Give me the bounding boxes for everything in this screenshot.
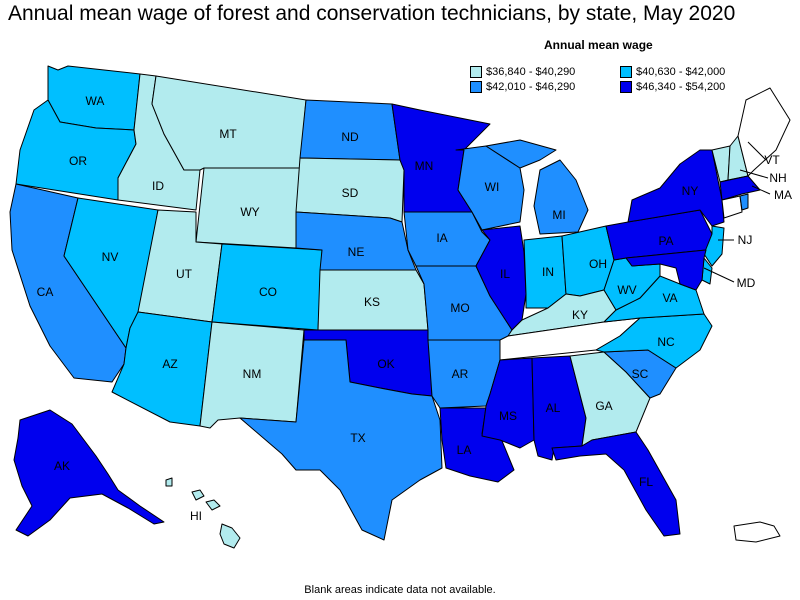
label-AL: AL <box>546 401 561 415</box>
state-MD[interactable] <box>625 249 707 291</box>
state-FL[interactable] <box>551 431 681 537</box>
state-RI[interactable] <box>739 193 749 211</box>
label-NE: NE <box>348 245 365 259</box>
state-NJ[interactable] <box>703 225 725 267</box>
legend-swatch-3 <box>470 81 482 93</box>
label-MT: MT <box>219 127 237 141</box>
state-NM[interactable] <box>199 321 305 429</box>
label-NC: NC <box>657 335 675 349</box>
state-CT[interactable] <box>721 195 743 219</box>
label-FL: FL <box>639 475 653 489</box>
label-MN: MN <box>415 159 434 173</box>
state-HI[interactable] <box>165 477 241 549</box>
legend-item-3: $42,010 - $46,290 <box>470 81 575 93</box>
legend-label-1: $36,840 - $40,290 <box>486 66 576 78</box>
label-AZ: AZ <box>162 357 177 371</box>
legend-swatch-2 <box>620 66 632 78</box>
label-MD: MD <box>737 276 756 290</box>
label-VA: VA <box>662 291 677 305</box>
label-ND: ND <box>341 130 359 144</box>
label-OH: OH <box>589 257 607 271</box>
label-AR: AR <box>452 367 469 381</box>
territory-PR[interactable] <box>733 521 781 543</box>
label-HI: HI <box>190 509 202 523</box>
label-NY: NY <box>682 184 699 198</box>
legend-swatch-1 <box>470 66 482 78</box>
label-SC: SC <box>632 367 649 381</box>
label-WI: WI <box>485 180 500 194</box>
legend-title: Annual mean wage <box>544 38 653 52</box>
label-MS: MS <box>499 409 517 423</box>
map-title: Annual mean wage of forest and conservat… <box>8 2 736 25</box>
state-AK[interactable] <box>13 409 165 537</box>
label-NH: NH <box>769 171 786 185</box>
state-NC[interactable] <box>595 313 713 369</box>
label-IA: IA <box>436 231 447 245</box>
label-NJ: NJ <box>738 233 753 247</box>
label-NM: NM <box>243 367 262 381</box>
label-IN: IN <box>542 265 554 279</box>
label-SD: SD <box>342 186 359 200</box>
legend-item-4: $46,340 - $54,200 <box>620 81 725 93</box>
label-ID: ID <box>152 179 164 193</box>
footnote: Blank areas indicate data not available. <box>304 584 496 596</box>
label-MA: MA <box>774 188 792 202</box>
label-AK: AK <box>54 459 70 473</box>
label-CO: CO <box>259 285 277 299</box>
state-MI[interactable] <box>485 139 589 235</box>
state-TX[interactable] <box>239 339 443 541</box>
label-PA: PA <box>658 234 673 248</box>
label-UT: UT <box>176 267 193 281</box>
label-NV: NV <box>102 250 119 264</box>
label-MO: MO <box>450 301 469 315</box>
legend-item-2: $40,630 - $42,000 <box>620 66 725 78</box>
label-GA: GA <box>595 399 612 413</box>
label-LA: LA <box>457 443 472 457</box>
label-OK: OK <box>377 357 394 371</box>
label-MI: MI <box>552 208 565 222</box>
legend-label-2: $40,630 - $42,000 <box>636 66 726 78</box>
legend-item-1: $36,840 - $40,290 <box>470 66 575 78</box>
label-IL: IL <box>500 267 510 281</box>
label-KY: KY <box>572 308 588 322</box>
label-TX: TX <box>350 431 365 445</box>
label-CA: CA <box>37 285 54 299</box>
state-MA[interactable] <box>719 175 761 201</box>
legend-swatch-4 <box>620 81 632 93</box>
label-VT: VT <box>764 153 780 167</box>
label-WV: WV <box>617 283 636 297</box>
leader-lines <box>703 141 771 283</box>
label-WA: WA <box>86 94 105 108</box>
legend-label-4: $46,340 - $54,200 <box>636 81 726 93</box>
label-OR: OR <box>69 154 87 168</box>
label-WY: WY <box>240 205 259 219</box>
label-KS: KS <box>364 295 380 309</box>
legend-label-3: $42,010 - $46,290 <box>486 81 576 93</box>
state-ME[interactable] <box>737 87 791 177</box>
